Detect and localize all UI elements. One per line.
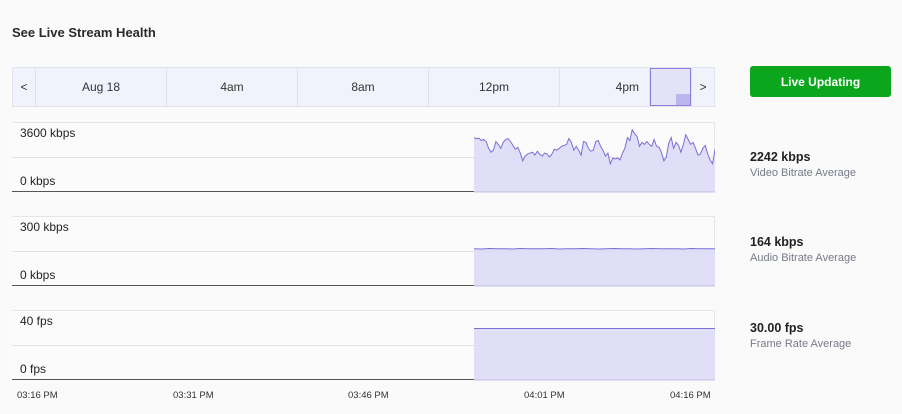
frame-rate-chart: 40 fps 0 fps	[12, 310, 715, 381]
stat-label: Frame Rate Average	[750, 338, 852, 350]
nav-cell-aug-18[interactable]: Aug 18	[36, 68, 167, 106]
gridline	[12, 251, 714, 252]
nav-cell-12pm[interactable]: 12pm	[429, 68, 560, 106]
x-tick: 03:16 PM	[17, 390, 58, 401]
audio-bitrate-chart: 300 kbps 0 kbps	[12, 216, 715, 287]
nav-next-button[interactable]: >	[691, 68, 714, 106]
live-updating-button[interactable]: Live Updating	[750, 66, 891, 97]
x-tick: 03:46 PM	[348, 390, 389, 401]
y-max-label: 300 kbps	[20, 220, 69, 234]
y-min-label: 0 fps	[20, 362, 47, 376]
nav-cell-8am[interactable]: 8am	[298, 68, 429, 106]
stat-value: 30.00 fps	[750, 321, 804, 335]
nav-prev-button[interactable]: <	[13, 68, 36, 106]
nav-selection-window[interactable]	[650, 68, 691, 106]
y-max-label: 3600 kbps	[20, 126, 76, 140]
stat-label: Audio Bitrate Average	[750, 252, 857, 264]
time-range-navigator[interactable]: < Aug 18 4am 8am 12pm 4pm >	[12, 67, 715, 107]
frame-rate-stat: 30.00 fps Frame Rate Average	[750, 321, 851, 350]
x-tick: 04:01 PM	[524, 390, 565, 401]
video-bitrate-stat: 2242 kbps Video Bitrate Average	[750, 150, 856, 179]
page-title: See Live Stream Health	[12, 25, 156, 40]
video-bitrate-chart: 3600 kbps 0 kbps	[12, 122, 715, 193]
x-tick: 04:16 PM	[670, 390, 711, 401]
gridline	[12, 345, 714, 346]
x-tick: 03:31 PM	[173, 390, 214, 401]
frame-rate-area	[474, 328, 715, 381]
nav-cell-4pm[interactable]: 4pm	[560, 68, 650, 106]
y-min-label: 0 kbps	[20, 174, 56, 188]
stat-label: Video Bitrate Average	[750, 167, 857, 179]
stat-value: 2242 kbps	[750, 150, 811, 164]
gridline	[12, 157, 714, 158]
y-max-label: 40 fps	[20, 314, 53, 328]
stat-value: 164 kbps	[750, 235, 804, 249]
audio-bitrate-stat: 164 kbps Audio Bitrate Average	[750, 235, 856, 264]
video-bitrate-area	[473, 128, 715, 193]
y-min-label: 0 kbps	[20, 268, 56, 282]
audio-bitrate-area	[473, 247, 715, 287]
nav-cell-4am[interactable]: 4am	[167, 68, 298, 106]
selection-handle[interactable]	[676, 94, 690, 105]
